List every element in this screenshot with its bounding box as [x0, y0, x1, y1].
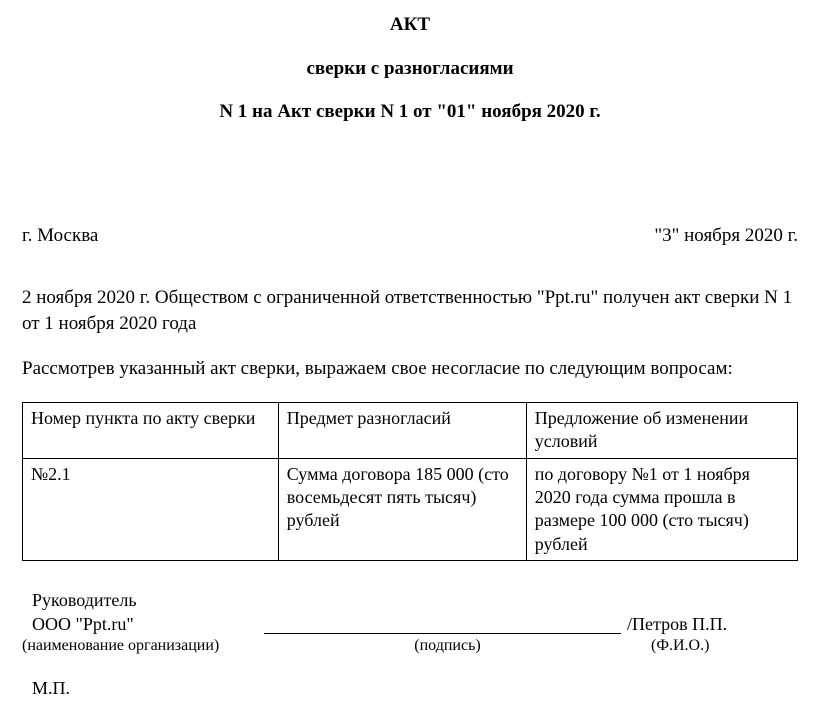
table-header-row: Номер пункта по акту сверки Предмет разн…	[23, 402, 798, 458]
title-line-2: сверки с разногласиями	[22, 56, 798, 82]
td-proposal: по договору №1 от 1 ноября 2020 года сум…	[526, 458, 797, 561]
paragraph-2: Рассмотрев указанный акт сверки, выражае…	[22, 356, 798, 382]
signature-left: Руководитель ООО "Ppt.ru"	[22, 589, 262, 636]
document-page: АКТ сверки с разногласиями N 1 на Акт св…	[0, 0, 820, 712]
meta-row: г. Москва "3" ноября 2020 г.	[22, 225, 798, 247]
th-proposal: Предложение об изменении условий	[526, 402, 797, 458]
city-text: г. Москва	[22, 225, 98, 247]
signature-captions: (наименование организации) (подпись) (Ф.…	[22, 636, 798, 657]
signature-line	[264, 614, 621, 634]
disagreements-table: Номер пункта по акту сверки Предмет разн…	[22, 402, 798, 561]
table-row: №2.1 Сумма договора 185 000 (сто восемьд…	[23, 458, 798, 561]
sign-caption: (подпись)	[272, 636, 623, 657]
signature-row: Руководитель ООО "Ppt.ru" /Петров П.П.	[22, 589, 798, 636]
body-text: 2 ноября 2020 г. Обществом с ограниченно…	[22, 285, 798, 382]
signer-role: Руководитель	[32, 589, 262, 612]
title-line-3: N 1 на Акт сверки N 1 от "01" ноября 202…	[22, 99, 798, 125]
date-text: "3" ноября 2020 г.	[654, 225, 798, 247]
th-subject: Предмет разногласий	[278, 402, 526, 458]
paragraph-1: 2 ноября 2020 г. Обществом с ограниченно…	[22, 285, 798, 336]
title-line-1: АКТ	[22, 12, 798, 38]
td-item-number: №2.1	[23, 458, 279, 561]
signer-org: ООО "Ppt.ru"	[32, 613, 262, 636]
th-item-number: Номер пункта по акту сверки	[23, 402, 279, 458]
title-block: АКТ сверки с разногласиями N 1 на Акт св…	[22, 12, 798, 125]
org-caption: (наименование организации)	[22, 636, 272, 657]
mp-label: М.П.	[22, 677, 798, 700]
signer-name: /Петров П.П.	[623, 613, 798, 636]
td-subject: Сумма договора 185 000 (сто восемьдесят …	[278, 458, 526, 561]
fio-caption: (Ф.И.О.)	[623, 636, 798, 657]
signature-block: Руководитель ООО "Ppt.ru" /Петров П.П. (…	[22, 589, 798, 700]
